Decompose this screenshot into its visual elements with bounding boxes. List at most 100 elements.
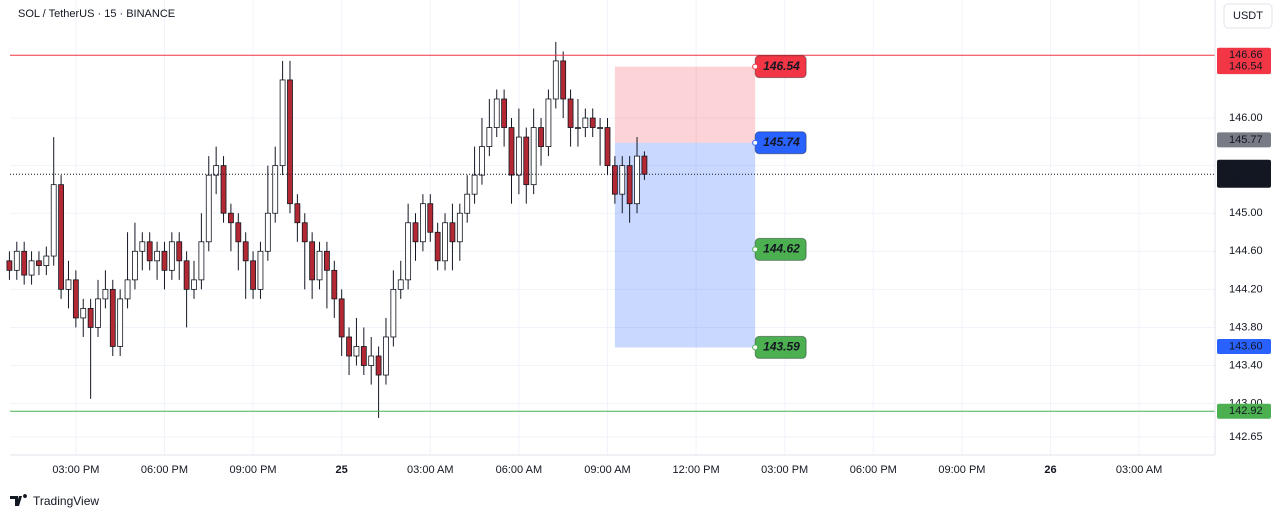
candle-body bbox=[611, 165, 618, 195]
candle-body bbox=[353, 346, 360, 357]
x-tick-label: 03:00 PM bbox=[52, 464, 99, 476]
candle-body bbox=[316, 250, 323, 281]
candle-body bbox=[21, 250, 28, 276]
candle-body bbox=[264, 212, 271, 252]
candle-body bbox=[331, 269, 338, 300]
price-label-box bbox=[1217, 47, 1271, 63]
candle-body bbox=[87, 308, 94, 328]
position-handle bbox=[752, 344, 759, 351]
candle-body bbox=[456, 212, 463, 243]
candle-body bbox=[301, 222, 308, 243]
candle-body bbox=[146, 241, 153, 262]
candle-body bbox=[552, 60, 559, 100]
candle-body bbox=[412, 222, 419, 243]
y-tick-label: 144.60 bbox=[1229, 245, 1263, 257]
candle-body bbox=[198, 241, 205, 281]
x-tick-label: 09:00 AM bbox=[584, 464, 630, 476]
x-tick-label: 26 bbox=[1044, 464, 1056, 476]
candle-body bbox=[589, 117, 596, 128]
candle-body bbox=[228, 212, 234, 224]
candle-body bbox=[117, 298, 124, 347]
candle-body bbox=[523, 136, 530, 186]
x-tick-label: 06:00 PM bbox=[141, 464, 188, 476]
x-tick-label: 03:00 AM bbox=[407, 464, 453, 476]
candle-body bbox=[324, 250, 330, 271]
y-tick-label: 143.40 bbox=[1229, 359, 1263, 371]
candle-body bbox=[471, 174, 478, 195]
x-tick-label: 06:00 PM bbox=[850, 464, 897, 476]
brand-name: TradingView bbox=[33, 494, 99, 508]
candle-body bbox=[13, 250, 20, 271]
currency-button[interactable] bbox=[1223, 3, 1273, 29]
price-label-box bbox=[1217, 403, 1271, 419]
candle-body bbox=[161, 250, 168, 271]
candle-body bbox=[515, 136, 522, 176]
stop-zone bbox=[614, 66, 756, 143]
candle-body bbox=[58, 184, 64, 290]
candle-body bbox=[235, 222, 242, 243]
x-tick-label: 03:00 AM bbox=[1116, 464, 1162, 476]
price-label-box bbox=[1217, 132, 1271, 148]
price-label: 145.77 bbox=[1229, 134, 1263, 146]
y-tick-label: 144.20 bbox=[1229, 283, 1263, 295]
position-label: 144.62 bbox=[763, 242, 800, 256]
currency-label[interactable]: USDT bbox=[1233, 10, 1263, 22]
candle-body bbox=[486, 127, 493, 147]
candle-body bbox=[250, 260, 256, 290]
candle-body bbox=[582, 117, 589, 128]
candle-body bbox=[309, 241, 316, 281]
candle-body bbox=[109, 288, 116, 347]
candle-body bbox=[479, 146, 485, 176]
candle-body bbox=[338, 298, 345, 338]
candle-body bbox=[183, 260, 190, 290]
y-tick-label: 146.00 bbox=[1229, 112, 1263, 124]
price-label: 143.60 bbox=[1229, 340, 1263, 352]
candle-body bbox=[213, 165, 220, 176]
y-tick-label: 142.65 bbox=[1229, 431, 1263, 443]
candle-body bbox=[176, 241, 183, 262]
candle-body bbox=[501, 98, 508, 128]
candle-body bbox=[124, 279, 131, 300]
candle-body bbox=[538, 127, 544, 147]
candle-body bbox=[132, 250, 138, 281]
price-label-box bbox=[1217, 338, 1271, 354]
y-tick-label: 145.00 bbox=[1229, 207, 1263, 219]
candle-body bbox=[102, 288, 109, 300]
axes: 146.00145.50145.00144.60144.20143.80143.… bbox=[52, 47, 1271, 476]
x-tick-label: 06:00 AM bbox=[496, 464, 542, 476]
candle-body bbox=[95, 298, 101, 328]
candle-body bbox=[294, 203, 301, 224]
candle-body bbox=[427, 203, 434, 233]
candle-body bbox=[530, 127, 537, 186]
candle-body bbox=[257, 250, 264, 290]
candle-body bbox=[168, 241, 175, 271]
candle-body bbox=[28, 260, 35, 276]
price-label: 142.92 bbox=[1229, 405, 1263, 417]
candle-body bbox=[80, 308, 87, 319]
price-label-box bbox=[1217, 159, 1271, 188]
candle-body bbox=[360, 346, 367, 366]
position-handle bbox=[752, 63, 759, 70]
candle-body bbox=[567, 98, 574, 128]
price-label-box bbox=[1217, 59, 1271, 75]
candle-body bbox=[279, 79, 286, 167]
candle-body bbox=[368, 355, 375, 366]
position-label: 145.74 bbox=[763, 135, 800, 149]
candle-body bbox=[405, 222, 412, 281]
candle-body bbox=[346, 336, 352, 357]
price-label: 146.66 bbox=[1229, 49, 1263, 61]
plot: 146.54 145.74 144.62 143.59 bbox=[6, 41, 1215, 418]
position-label: 146.54 bbox=[763, 59, 800, 73]
candle-body bbox=[508, 127, 515, 176]
candle-body bbox=[220, 165, 227, 214]
candle-body bbox=[442, 222, 448, 262]
candle-body bbox=[36, 260, 42, 266]
candle-body bbox=[626, 165, 633, 205]
price-label: 145.41 bbox=[1229, 161, 1263, 173]
candle-body bbox=[634, 155, 640, 205]
candle-body bbox=[545, 98, 552, 147]
brand-logo bbox=[10, 494, 27, 506]
candle-body bbox=[72, 279, 79, 319]
